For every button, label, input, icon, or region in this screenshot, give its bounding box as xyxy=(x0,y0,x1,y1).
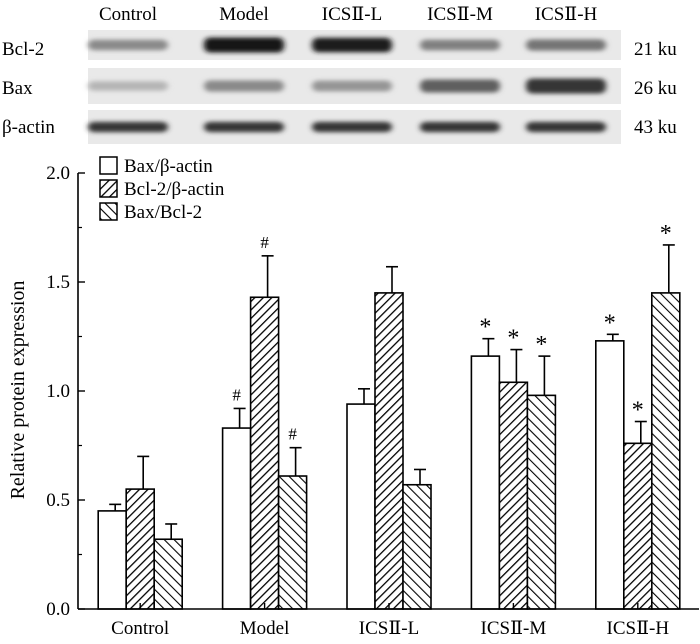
legend-label: Bax/β-actin xyxy=(124,156,213,177)
y-axis-label: Relative protein expression xyxy=(7,281,29,500)
bar xyxy=(622,442,653,610)
blot-protein-label: Bax xyxy=(2,78,33,99)
bar xyxy=(650,292,681,610)
bar xyxy=(221,427,252,610)
bar xyxy=(346,403,376,610)
blot-size-label: 21 ku xyxy=(634,39,677,60)
blot-band xyxy=(88,39,168,51)
blot-band xyxy=(420,79,500,93)
bar xyxy=(594,340,625,610)
x-tick-label: Model xyxy=(240,618,290,639)
western-blot-panel: Control Model ICSⅡ-L ICSⅡ-M ICSⅡ-H Bcl-2… xyxy=(2,4,677,144)
y-tick-label: 0.5 xyxy=(46,490,70,511)
significance-star: * xyxy=(479,315,491,341)
x-tick-label: ICSⅡ-H xyxy=(607,618,670,639)
bar xyxy=(125,488,155,610)
y-tick-label: 2.0 xyxy=(46,163,70,184)
blot-band xyxy=(526,121,606,133)
blot-size-label: 26 ku xyxy=(634,78,677,99)
blot-band xyxy=(312,80,392,92)
blot-band xyxy=(420,39,500,51)
y-tick-label: 1.0 xyxy=(46,381,70,402)
significance-star: * xyxy=(507,326,519,352)
y-tick-label: 0.0 xyxy=(46,599,70,620)
significance-star: * xyxy=(632,398,644,424)
significance-hash: # xyxy=(260,233,269,252)
y-axis-ticks: 0.0 0.5 1.0 1.5 2.0 xyxy=(46,163,70,620)
bar xyxy=(97,510,127,610)
axes xyxy=(77,172,699,610)
blot-lane-label: Control xyxy=(99,4,157,25)
bar xyxy=(402,483,432,610)
significance-star: * xyxy=(535,332,547,358)
legend-swatch-dense-hatch xyxy=(99,179,118,198)
blot-size-label: 43 ku xyxy=(634,117,677,138)
x-tick-label: ICSⅡ-M xyxy=(481,618,547,639)
legend-swatch-sparse-hatch xyxy=(99,202,118,221)
significance-hash: # xyxy=(288,425,297,444)
significance-star: * xyxy=(660,221,672,247)
x-tick-label: ICSⅡ-L xyxy=(359,618,419,639)
blot-band xyxy=(88,121,168,133)
significance-hash: # xyxy=(232,385,241,404)
bar xyxy=(249,296,280,610)
legend-swatch-open xyxy=(99,156,118,175)
blot-row-bcl2: Bcl-2 21 ku xyxy=(2,30,677,60)
blot-band xyxy=(204,121,284,133)
blot-protein-label: β-actin xyxy=(2,117,55,138)
bar xyxy=(498,381,529,610)
blot-band xyxy=(526,78,606,94)
blot-band xyxy=(204,80,284,92)
blot-lane-label: Model xyxy=(219,4,269,25)
bar-marks: # * * # * * # * * xyxy=(97,221,681,610)
x-axis-ticks: Control Model ICSⅡ-L ICSⅡ-M ICSⅡ-H xyxy=(111,618,669,639)
blot-lane-labels: Control Model ICSⅡ-L ICSⅡ-M ICSⅡ-H xyxy=(99,4,598,25)
significance-star: * xyxy=(604,310,616,336)
blot-lane-label: ICSⅡ-L xyxy=(322,4,382,25)
legend-label: Bcl-2/β-actin xyxy=(124,179,225,200)
blot-band xyxy=(88,81,168,91)
legend-label: Bax/Bcl-2 xyxy=(124,202,202,223)
y-tick-label: 1.5 xyxy=(46,272,70,293)
blot-band xyxy=(420,121,500,133)
blot-row-beta-actin: β-actin 43 ku xyxy=(2,110,677,144)
blot-band xyxy=(526,39,606,51)
blot-lane-label: ICSⅡ-M xyxy=(427,4,493,25)
blot-band xyxy=(312,37,392,53)
legend: Bax/β-actin Bcl-2/β-actin Bax/Bcl-2 xyxy=(99,156,225,223)
blot-lane-label: ICSⅡ-H xyxy=(535,4,598,25)
bar xyxy=(374,292,404,610)
bar xyxy=(526,394,557,610)
x-tick-label: Control xyxy=(111,618,169,639)
blot-protein-label: Bcl-2 xyxy=(2,39,44,60)
bar-chart: Relative protein expression 0.0 0.5 1.0 … xyxy=(7,156,699,639)
blot-band xyxy=(312,121,392,133)
bar xyxy=(470,355,501,610)
blot-band xyxy=(204,37,284,53)
blot-row-bax: Bax 26 ku xyxy=(2,68,677,104)
bar xyxy=(277,475,308,610)
bar xyxy=(153,538,183,610)
